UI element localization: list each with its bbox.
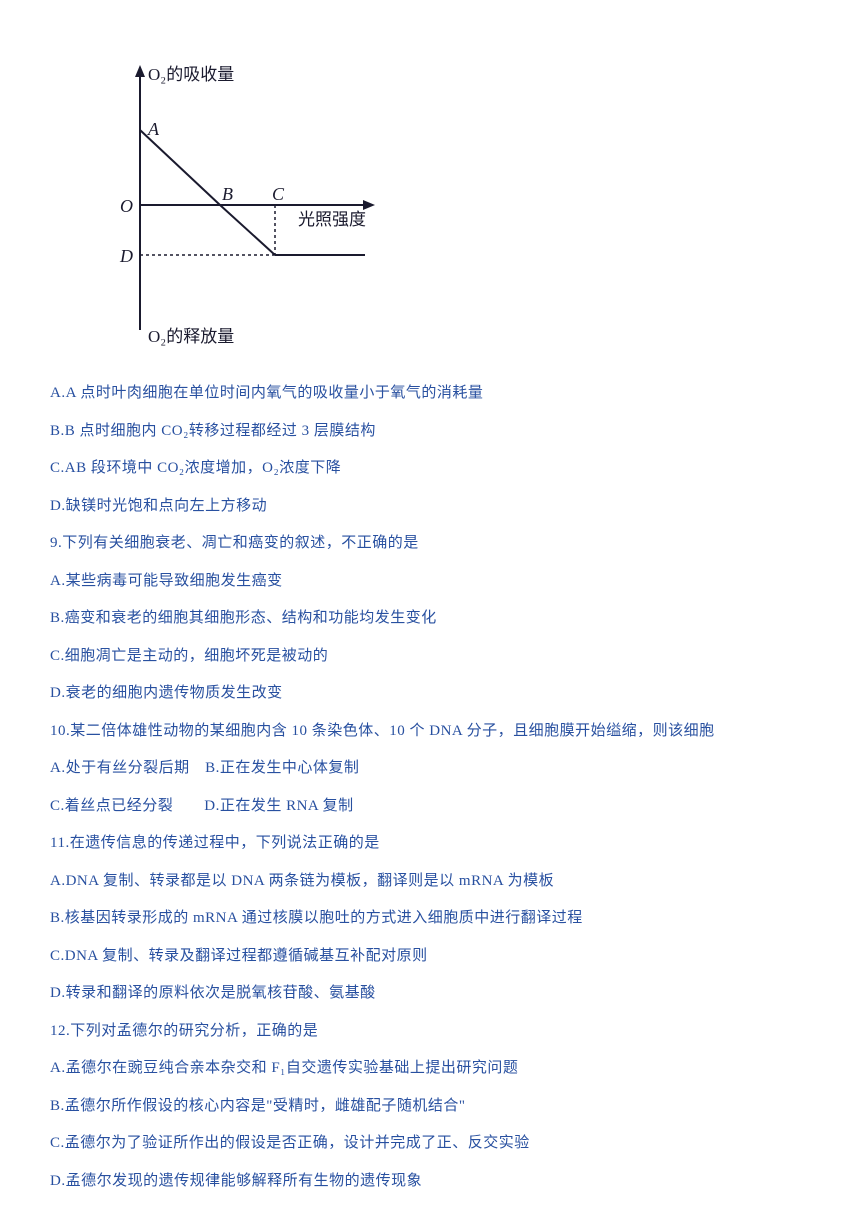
- text-line: 11.在遗传信息的传递过程中，下列说法正确的是: [50, 825, 810, 863]
- question-text-block: A.A 点时叶肉细胞在单位时间内氧气的吸收量小于氧气的消耗量 B.B 点时细胞内…: [50, 375, 810, 1200]
- text-line: 10.某二倍体雄性动物的某细胞内含 10 条染色体、10 个 DNA 分子，且细…: [50, 713, 810, 751]
- text-line: D.孟德尔发现的遗传规律能够解释所有生物的遗传现象: [50, 1163, 810, 1201]
- text-line: A.A 点时叶肉细胞在单位时间内氧气的吸收量小于氧气的消耗量: [50, 375, 810, 413]
- text-line: B.癌变和衰老的细胞其细胞形态、结构和功能均发生变化: [50, 600, 810, 638]
- x-label: 光照强度: [298, 210, 366, 229]
- text-line: D.转录和翻译的原料依次是脱氧核苷酸、氨基酸: [50, 975, 810, 1013]
- line-bc: [220, 205, 275, 255]
- text-line: C.DNA 复制、转录及翻译过程都遵循碱基互补配对原则: [50, 938, 810, 976]
- text-line: C.着丝点已经分裂 D.正在发生 RNA 复制: [50, 788, 810, 826]
- y-top-label: O₂的吸收量: [148, 65, 234, 84]
- text-line: C.AB 段环境中 CO₂浓度增加，O₂浓度下降: [50, 450, 810, 488]
- point-a-label: A: [147, 119, 160, 139]
- point-d-label: D: [119, 246, 133, 266]
- text-line: C.孟德尔为了验证所作出的假设是否正确，设计并完成了正、反交实验: [50, 1125, 810, 1163]
- text-line: B.B 点时细胞内 CO₂转移过程都经过 3 层膜结构: [50, 413, 810, 451]
- point-c-label: C: [272, 184, 285, 204]
- text-line: D.衰老的细胞内遗传物质发生改变: [50, 675, 810, 713]
- text-line: B.核基因转录形成的 mRNA 通过核膜以胞吐的方式进入细胞质中进行翻译过程: [50, 900, 810, 938]
- text-line: B.孟德尔所作假设的核心内容是"受精时，雌雄配子随机结合": [50, 1088, 810, 1126]
- text-line: 12.下列对孟德尔的研究分析，正确的是: [50, 1013, 810, 1051]
- text-line: A.某些病毒可能导致细胞发生癌变: [50, 563, 810, 601]
- y-bottom-label: O₂的释放量: [148, 327, 234, 346]
- y-axis-arrow: [135, 65, 145, 77]
- text-line: 9.下列有关细胞衰老、凋亡和癌变的叙述，不正确的是: [50, 525, 810, 563]
- line-ab: [140, 130, 220, 205]
- text-line: D.缺镁时光饱和点向左上方移动: [50, 488, 810, 526]
- x-axis-arrow: [363, 200, 375, 210]
- chart-svg: O₂的吸收量 O₂的释放量 光照强度 O A B C D: [80, 50, 390, 350]
- text-line: C.细胞凋亡是主动的，细胞坏死是被动的: [50, 638, 810, 676]
- chart-diagram: O₂的吸收量 O₂的释放量 光照强度 O A B C D: [80, 50, 810, 355]
- text-line: A.孟德尔在豌豆纯合亲本杂交和 F₁自交遗传实验基础上提出研究问题: [50, 1050, 810, 1088]
- text-line: A.处于有丝分裂后期 B.正在发生中心体复制: [50, 750, 810, 788]
- origin-label: O: [120, 196, 133, 216]
- point-b-label: B: [222, 184, 233, 204]
- text-line: A.DNA 复制、转录都是以 DNA 两条链为模板，翻译则是以 mRNA 为模板: [50, 863, 810, 901]
